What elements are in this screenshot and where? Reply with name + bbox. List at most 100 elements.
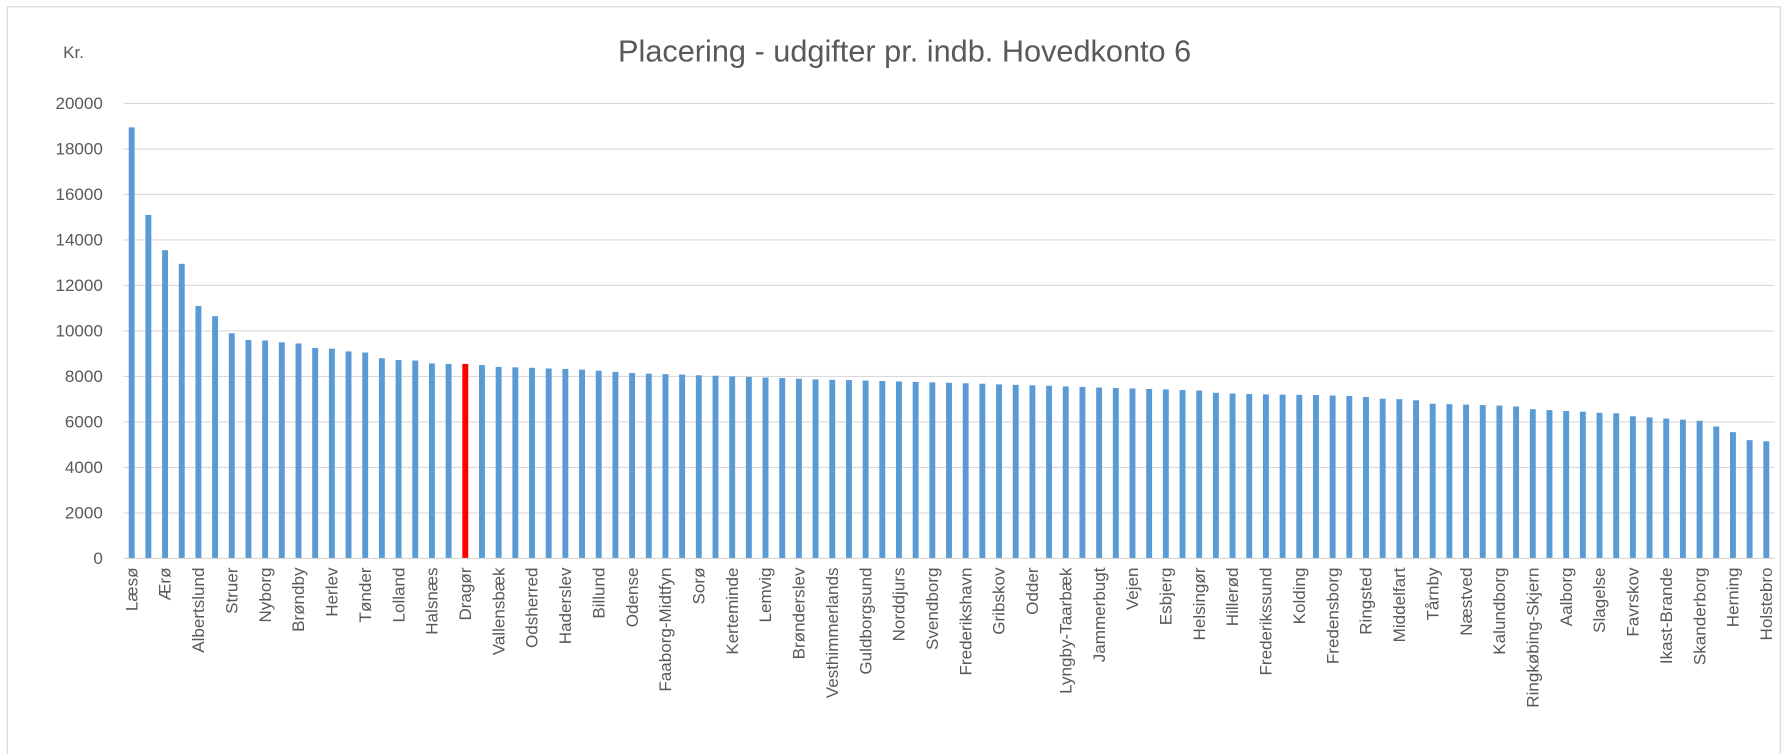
bar [695,375,702,559]
x-tick-label: Lemvig [756,567,775,622]
x-tick-label: Vallensbæk [489,567,508,655]
x-tick-label: Tårnby [1423,567,1442,621]
x-tick-label: Tønder [356,567,375,622]
x-tick-label: Svendborg [923,567,942,649]
bar [645,373,652,559]
x-tick-label: Læsø [122,567,141,611]
bar [145,214,152,559]
x-tick-label: Albertslund [189,567,208,652]
bar [1312,395,1319,559]
bar [395,360,402,559]
bar [479,365,485,559]
bar [545,368,552,559]
bar [996,384,1002,559]
y-tick-label: 20000 [55,94,102,113]
x-tick-label: Frederikshavn [956,567,975,675]
bar [729,376,736,559]
bar [1713,426,1720,559]
bar [1396,399,1403,559]
x-tick-label: Frederikssund [1257,567,1276,675]
bar [378,358,385,559]
bar [428,363,435,559]
bar [1696,420,1703,559]
y-tick-label: 8000 [65,367,103,386]
bar [312,348,319,559]
bar [896,381,902,559]
bar [979,383,986,559]
x-tick-label: Middelfart [1390,567,1409,642]
bar [1012,384,1019,559]
bar [1296,394,1303,559]
bar [1029,385,1036,559]
bar [1146,388,1153,559]
bar [462,363,469,559]
x-tick-label: Guldborgsund [856,567,875,674]
bar [579,369,586,559]
x-tick-label: Ringsted [1357,567,1376,634]
bar [1596,412,1603,559]
bar [1613,413,1620,559]
x-tick-label: Herlev [323,567,342,617]
x-tick-label: Holstebro [1757,567,1776,640]
bar [1046,385,1053,559]
x-tick-label: Favrskov [1624,567,1643,637]
bar [445,363,452,559]
bar [1529,409,1536,559]
bar [1496,405,1503,559]
bar [512,367,519,559]
bar [195,305,202,559]
bar [1629,416,1636,559]
x-tick-label: Aalborg [1557,567,1576,626]
bar [1563,411,1570,559]
bar [262,340,269,559]
bar [829,379,836,559]
bar [862,380,869,559]
bar [946,382,952,559]
y-tick-label: 4000 [65,458,103,477]
bar [128,127,135,559]
bar [1162,389,1169,559]
x-tick-label: Struer [222,567,241,614]
bar [1663,418,1670,559]
bar [495,366,502,559]
bar [1096,387,1103,559]
bar [1229,393,1236,559]
bar [212,316,219,559]
bar [795,378,802,559]
bar [228,333,235,559]
bar [328,348,335,559]
bar [1129,388,1136,559]
bar [278,342,285,559]
bar [1446,404,1453,559]
bar [1062,386,1069,559]
bar [362,352,369,559]
x-tick-label: Norddjurs [890,567,909,641]
bar [845,380,852,559]
bar [1746,440,1753,559]
x-tick-label: Kalundborg [1490,567,1509,654]
x-tick-label: Gribskov [990,567,1009,635]
bar [595,370,602,559]
bar [612,371,619,559]
y-tick-label: 18000 [55,140,102,159]
bar [1429,403,1436,559]
bar [1479,405,1486,559]
bar [1212,392,1219,559]
bar [662,374,669,559]
bar [779,378,786,559]
bar [1463,404,1470,559]
x-tick-label: Odder [1023,567,1042,615]
bar [679,374,686,559]
bar [1363,396,1369,559]
bar [929,382,936,559]
chart-border [6,6,1781,754]
y-tick-label: 2000 [65,504,103,523]
y-tick-label: 14000 [55,231,102,250]
bar [345,351,352,559]
bar [1379,398,1386,559]
x-tick-label: Ringkøbing-Skjern [1523,567,1542,707]
x-tick-label: Jammerbugt [1090,567,1109,662]
x-tick-label: Fredensborg [1323,567,1342,664]
